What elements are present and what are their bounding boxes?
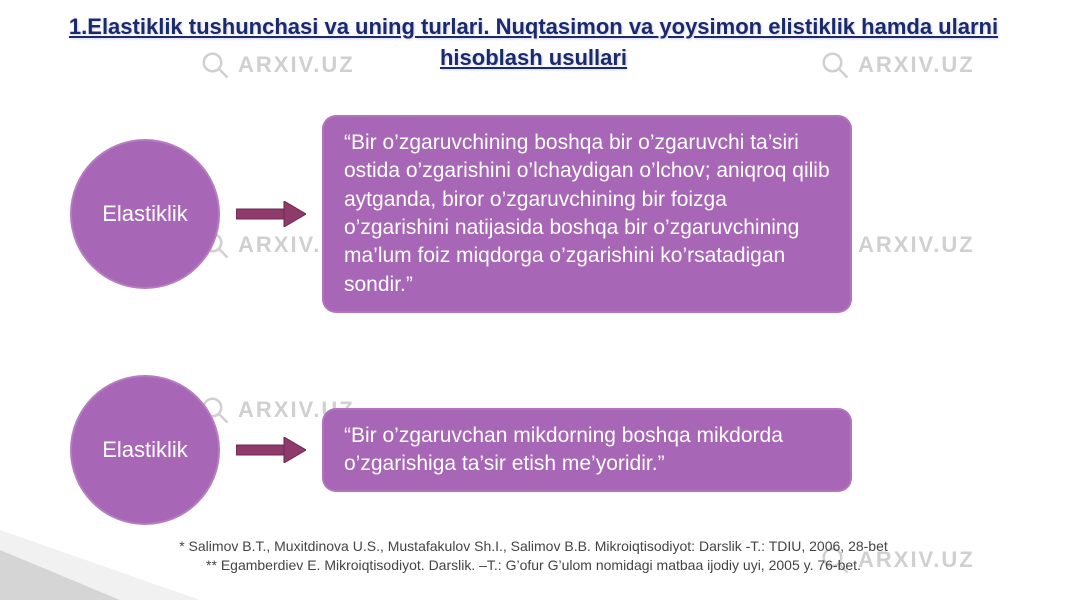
arrow-icon xyxy=(236,201,306,227)
arrow-icon xyxy=(236,437,306,463)
definition-text: “Bir o’zgaruvchining boshqa bir o’zgaruv… xyxy=(344,131,830,296)
watermark-text: ARXIV.UZ xyxy=(858,232,975,258)
definition-text: “Bir o’zgaruvchan mikdorning boshqa mikd… xyxy=(344,424,783,475)
term-circle: Elastiklik xyxy=(70,139,220,289)
term-circle: Elastiklik xyxy=(70,375,220,525)
page-title: 1.Elastiklik tushunchasi va uning turlar… xyxy=(0,0,1067,74)
term-label: Elastiklik xyxy=(102,437,188,463)
definition-group-2: Elastiklik “Bir o’zgaruvchan mikdorning … xyxy=(70,375,852,525)
corner-decoration xyxy=(0,550,120,600)
definition-box: “Bir o’zgaruvchan mikdorning boshqa mikd… xyxy=(322,408,852,493)
definition-box: “Bir o’zgaruvchining boshqa bir o’zgaruv… xyxy=(322,115,852,313)
term-label: Elastiklik xyxy=(102,201,188,227)
definition-group-1: Elastiklik “Bir o’zgaruvchining boshqa b… xyxy=(70,115,852,313)
